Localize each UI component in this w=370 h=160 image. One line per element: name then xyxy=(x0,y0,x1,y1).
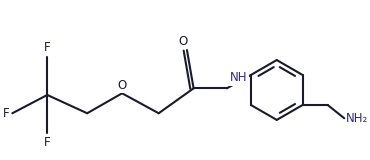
Text: F: F xyxy=(3,107,10,120)
Text: F: F xyxy=(44,41,51,54)
Text: NH: NH xyxy=(229,71,247,84)
Text: NH₂: NH₂ xyxy=(346,112,368,125)
Text: O: O xyxy=(117,79,127,92)
Text: F: F xyxy=(44,136,51,148)
Text: O: O xyxy=(178,35,188,48)
